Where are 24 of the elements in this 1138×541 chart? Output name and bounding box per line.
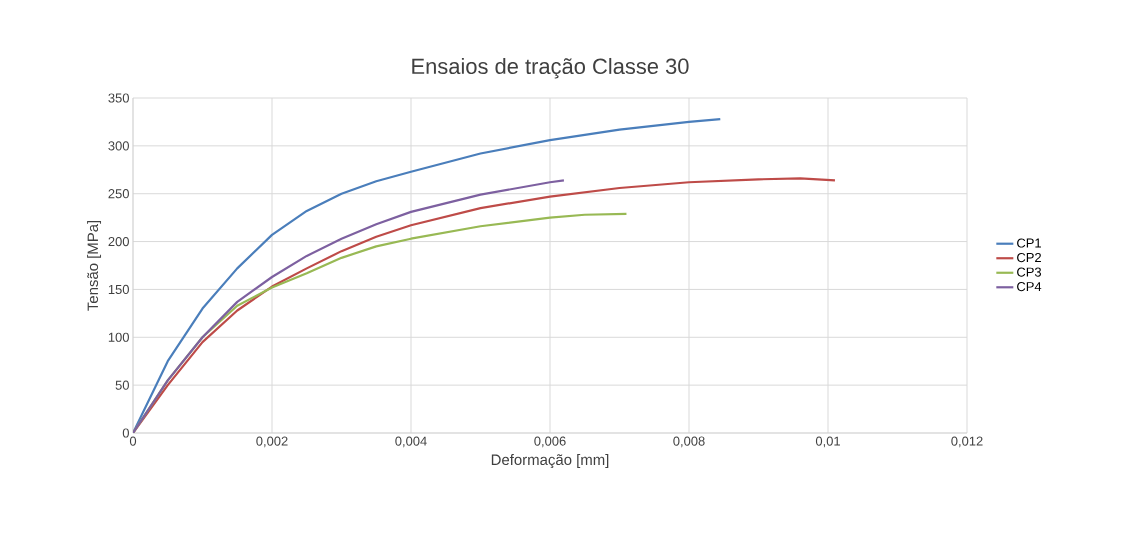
x-tick-label: 0,012 bbox=[951, 436, 983, 448]
x-tick-label: 0,01 bbox=[815, 436, 840, 448]
legend-label: CP4 bbox=[1017, 282, 1042, 292]
y-tick-label: 100 bbox=[108, 332, 129, 342]
chart-title: Ensaios de tração Classe 30 bbox=[412, 57, 689, 79]
y-tick-label: 0 bbox=[122, 428, 129, 438]
legend-label: CP1 bbox=[1017, 238, 1041, 248]
y-tick-label: 150 bbox=[108, 284, 129, 295]
legend-label: CP2 bbox=[1017, 252, 1041, 263]
x-axis-title: Deformação [mm] bbox=[491, 454, 609, 469]
y-tick-label: 300 bbox=[108, 141, 129, 151]
y-tick-label: 50 bbox=[115, 380, 129, 390]
line-series bbox=[133, 117, 722, 433]
x-tick-label: 0 bbox=[129, 436, 137, 446]
line-series bbox=[133, 179, 566, 433]
x-tick-label: 0,002 bbox=[256, 436, 288, 448]
y-axis-title: Tensão [MPa] bbox=[87, 220, 102, 311]
x-tick-label: 0,008 bbox=[673, 436, 705, 448]
x-tick-label: 0,004 bbox=[395, 436, 427, 448]
y-tick-label: 350 bbox=[108, 93, 129, 103]
legend-label: CP3 bbox=[1017, 267, 1042, 277]
x-tick-label: 0,006 bbox=[534, 436, 566, 448]
y-tick-label: 200 bbox=[108, 236, 129, 247]
y-tick-label: 250 bbox=[108, 189, 129, 199]
